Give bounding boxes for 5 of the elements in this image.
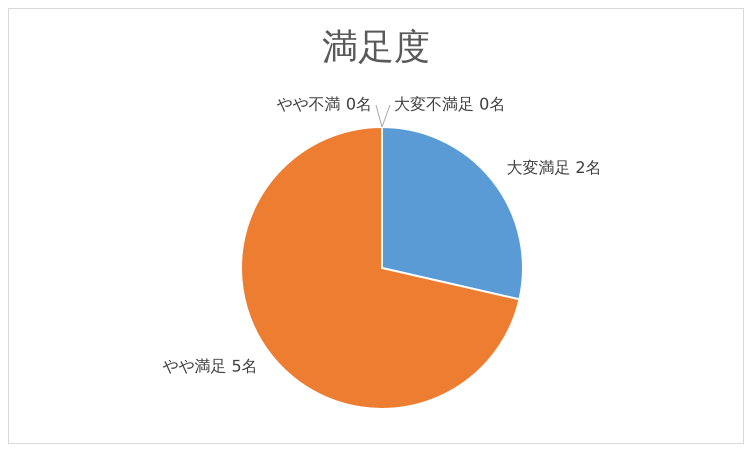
category-label: 大変不満足 0名	[394, 94, 506, 114]
slice-label: やや満足 5名	[162, 356, 258, 376]
category-label: やや不満 0名	[276, 94, 372, 114]
chart-title: 満足度	[321, 26, 431, 70]
slice-label: 大変満足 2名	[506, 158, 602, 178]
